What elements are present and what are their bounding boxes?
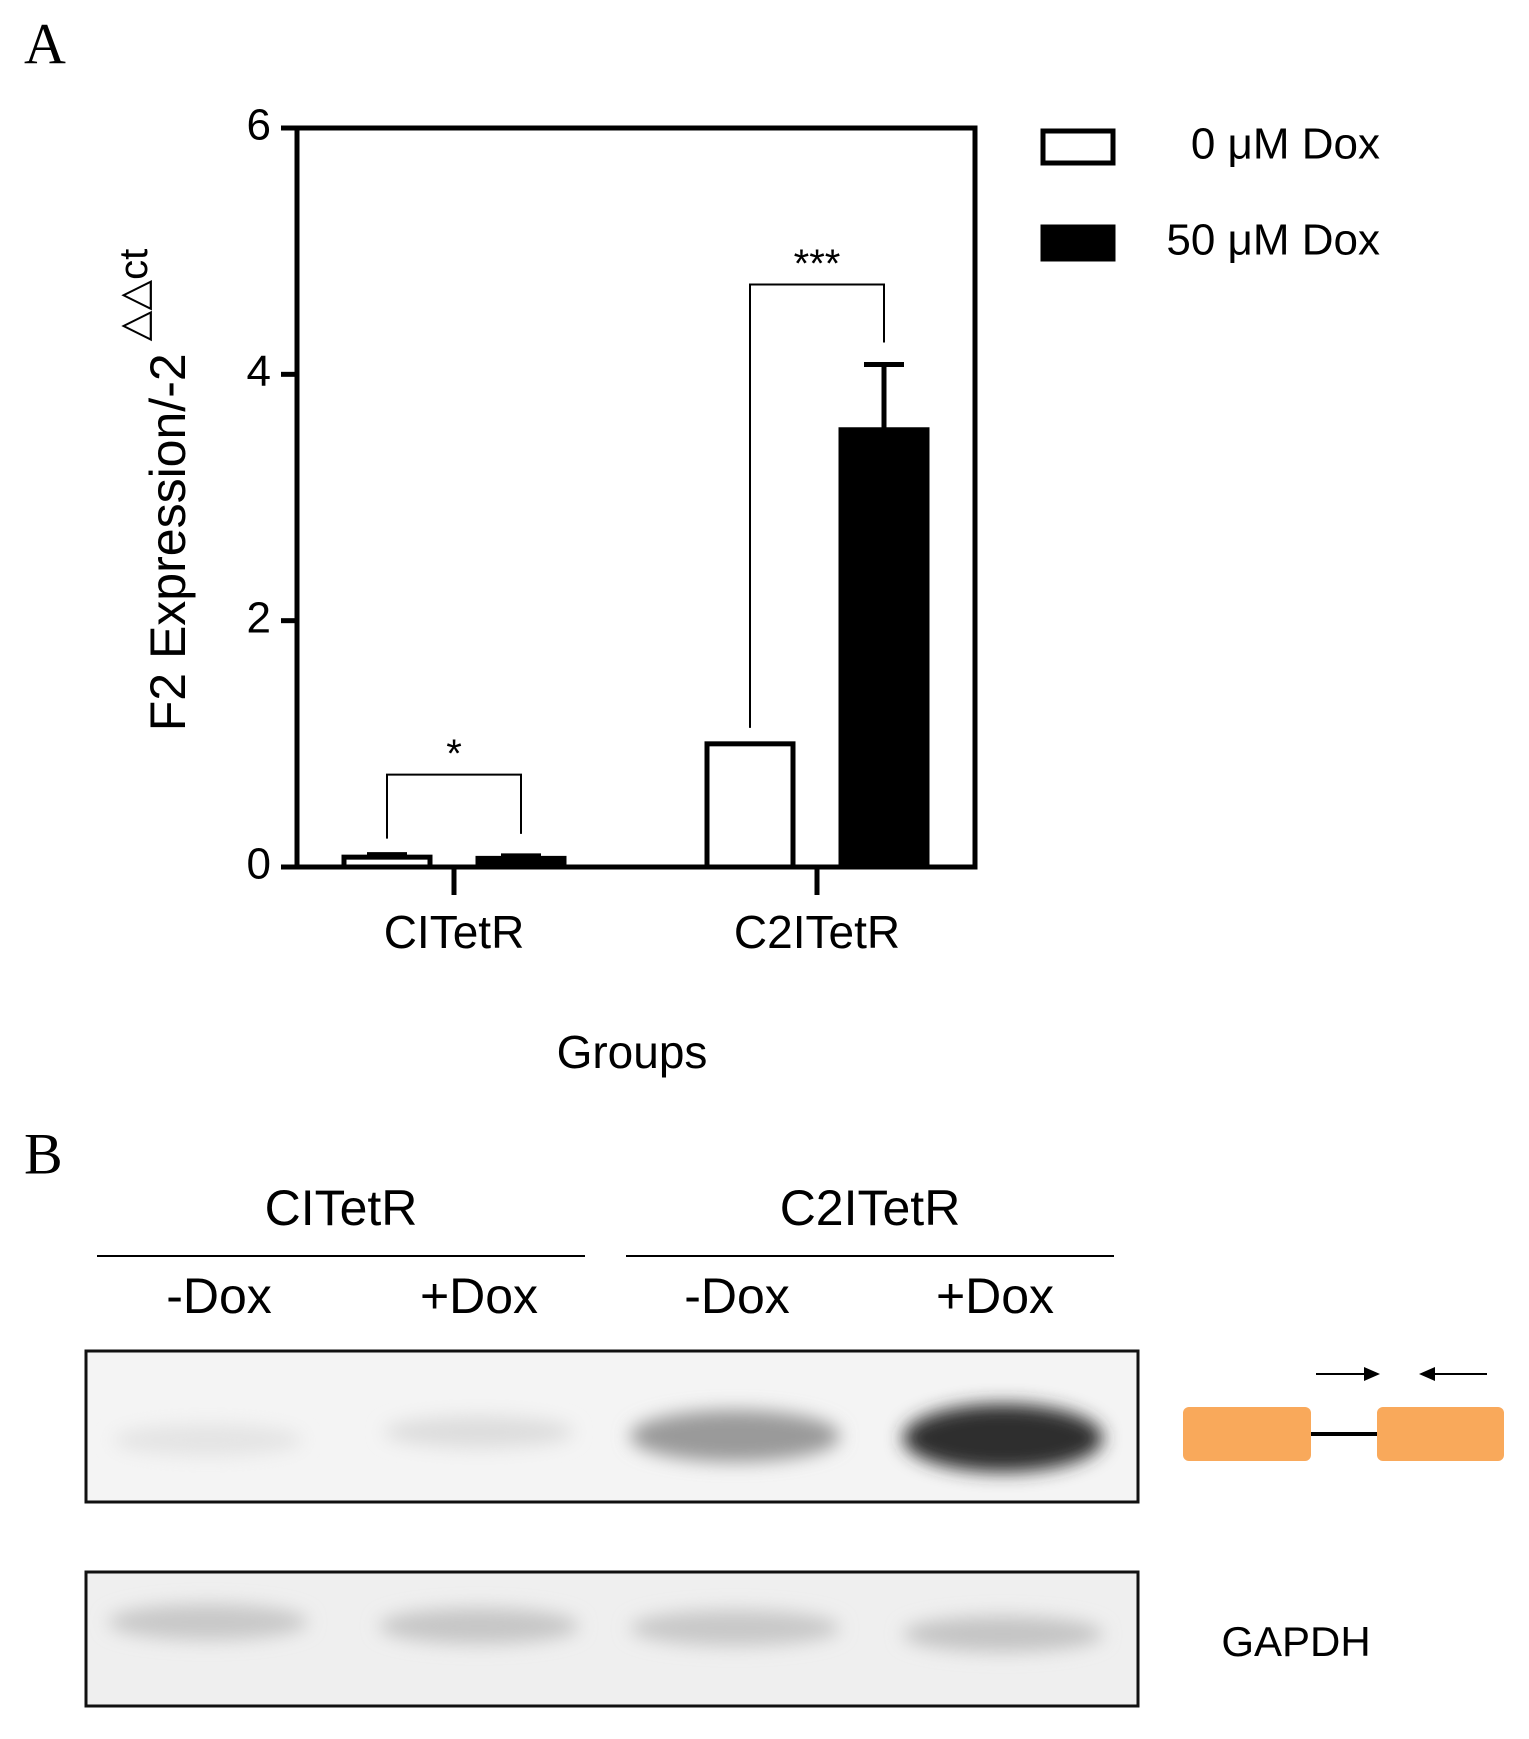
blot-panel: GAPDH CITetR -Dox +Dox C2ITetR -Dox +Dox — [84, 1180, 1504, 1708]
y-tick-label: 6 — [247, 101, 271, 150]
x-tick-label: CITetR — [384, 906, 525, 958]
legend-swatch — [1040, 224, 1116, 262]
lane-label: +Dox — [420, 1268, 538, 1324]
lane-label: -Dox — [684, 1268, 790, 1324]
significance-bracket — [749, 283, 885, 728]
bands — [113, 1404, 1103, 1472]
plot-frame — [294, 125, 978, 870]
lane-label: -Dox — [166, 1268, 272, 1324]
x-axis-label: Groups — [557, 1026, 708, 1078]
significance-bracket — [386, 773, 522, 839]
bar — [341, 854, 433, 870]
significance-label: *** — [794, 242, 841, 286]
band — [379, 1608, 579, 1644]
exon — [1183, 1407, 1311, 1461]
blot-group-label: C2ITetR — [780, 1180, 961, 1236]
y-axis-label-superscript: △△ct — [112, 249, 156, 342]
x-tick-label: C2ITetR — [734, 906, 900, 958]
bar — [704, 741, 796, 870]
band — [108, 1604, 308, 1640]
primer-arrow — [1364, 1367, 1380, 1381]
y-tick-label: 2 — [247, 593, 271, 642]
legend-label: 50 μM Dox — [1166, 216, 1380, 265]
band — [630, 1410, 840, 1462]
loading-control-label: GAPDH — [1221, 1618, 1370, 1665]
bar — [838, 427, 930, 870]
band — [630, 1610, 840, 1646]
bar-chart: 0 2 4 6 F2 Expression/-2 △△ct Groups CITetR C2IT… — [112, 101, 1380, 1079]
y-tick-label: 0 — [247, 840, 271, 889]
primer-arrow — [1419, 1367, 1435, 1381]
band — [903, 1404, 1103, 1472]
legend-swatch — [1040, 128, 1116, 166]
band — [113, 1424, 303, 1456]
y-axis-label: F2 Expression/-2 △△ct — [112, 249, 197, 732]
blot-group-label: CITetR — [265, 1180, 418, 1236]
bar — [475, 855, 567, 870]
band — [384, 1416, 574, 1448]
blot-frame — [84, 1570, 1140, 1708]
significance-label: * — [446, 732, 462, 776]
exon — [1377, 1407, 1504, 1461]
y-axis-label-main: F2 Expression/-2 — [140, 353, 196, 731]
panel-label: A — [24, 11, 66, 76]
band — [903, 1616, 1103, 1652]
y-tick-label: 4 — [247, 347, 271, 396]
bands — [108, 1604, 1103, 1652]
panel-label: B — [24, 1121, 63, 1186]
lane-label: +Dox — [936, 1268, 1054, 1324]
legend-label: 0 μM Dox — [1191, 120, 1380, 169]
